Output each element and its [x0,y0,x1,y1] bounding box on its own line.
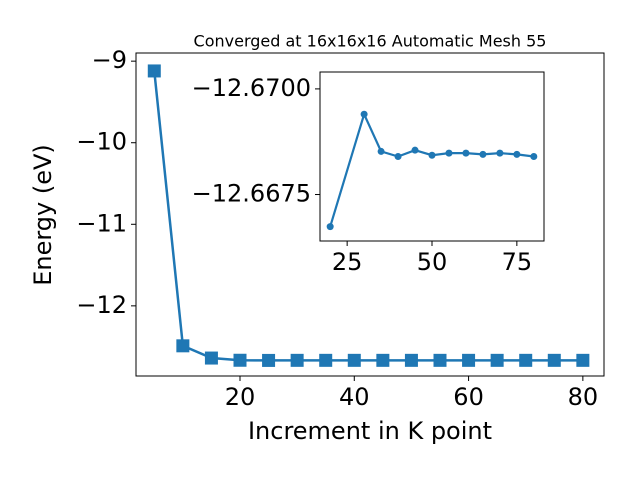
marker [377,147,385,155]
marker [404,353,418,367]
marker [204,351,218,365]
x-tick-label: 80 [568,383,599,411]
marker [433,353,447,367]
marker [479,150,487,158]
marker [428,151,436,159]
marker [394,153,402,160]
marker [262,353,276,367]
marker [233,353,247,367]
marker [462,353,476,367]
marker [326,223,334,231]
chart-title: Converged at 16x16x16 Automatic Mesh 55 [194,32,547,51]
x-tick-label: 75 [502,248,533,276]
plot-frame [135,52,605,377]
marker [360,110,368,118]
x-tick-label: 40 [339,383,370,411]
plot-frame [319,71,545,242]
x-axis-label: Increment in K point [248,417,492,445]
marker [519,353,533,367]
series-line [153,70,583,362]
y-tick-label: −10 [76,128,127,156]
y-tick-label: −11 [76,209,127,237]
marker [530,153,538,160]
marker [445,149,453,157]
marker [576,353,590,367]
marker [462,149,470,157]
y-tick-label: −9 [92,46,127,74]
x-tick-label: 20 [225,383,256,411]
marker [376,353,390,367]
marker [147,64,161,78]
x-tick-label: 60 [453,383,484,411]
y-tick-label: −12 [76,291,127,319]
marker [513,150,521,158]
marker [176,339,190,353]
marker [347,353,361,367]
y-tick-label: −12.6675 [192,180,311,208]
marker [411,146,419,154]
x-tick-label: 25 [332,248,363,276]
marker [547,353,561,367]
marker [490,353,504,367]
x-tick-label: 50 [417,248,448,276]
marker [290,353,304,367]
marker [319,353,333,367]
y-axis-label: Energy (eV) [29,144,57,286]
marker [496,149,504,157]
y-tick-label: −12.6700 [192,74,311,102]
